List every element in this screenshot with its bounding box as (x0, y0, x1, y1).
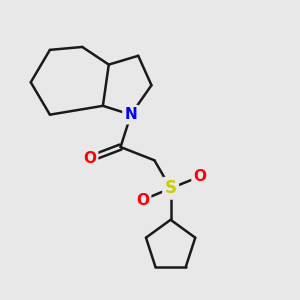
Text: N: N (124, 107, 137, 122)
Text: O: O (194, 169, 207, 184)
Text: S: S (165, 179, 177, 197)
Text: O: O (136, 193, 149, 208)
Text: O: O (83, 151, 96, 166)
